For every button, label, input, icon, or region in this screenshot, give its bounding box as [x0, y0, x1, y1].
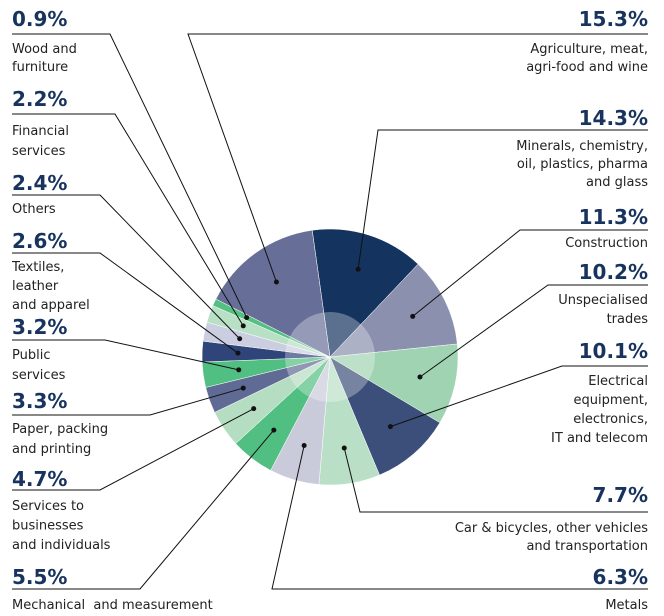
- leader-line: [419, 284, 648, 378]
- value-label: 3.2%: [12, 315, 67, 339]
- category-label: Wood and furniture: [12, 42, 77, 75]
- leader-line: [271, 445, 648, 590]
- leader-dot: [417, 374, 423, 380]
- leader-dot: [240, 385, 246, 391]
- category-label: Others: [12, 202, 56, 217]
- pie-slice: [329, 356, 441, 476]
- inner-ring: [285, 312, 375, 402]
- pie-slice: [329, 263, 458, 358]
- value-label: 2.4%: [12, 171, 67, 195]
- leader-dot: [301, 442, 307, 448]
- value-label: 7.7%: [593, 483, 648, 507]
- value-label: 11.3%: [579, 205, 648, 229]
- value-label: 4.7%: [12, 467, 67, 491]
- leader-line: [343, 447, 648, 513]
- leader-line: [12, 113, 244, 327]
- leader-dot: [387, 424, 393, 430]
- category-label: Minerals, chemistry, oil, plastics, pharm…: [516, 139, 648, 190]
- category-label: Mechanical and measurement: [12, 598, 213, 613]
- category-label: Car & bicycles, other vehicles and transp…: [455, 521, 648, 554]
- leader-dot: [273, 279, 279, 285]
- value-label: 2.6%: [12, 229, 67, 253]
- leader-line: [12, 33, 248, 318]
- leader-dot: [236, 367, 242, 373]
- category-label: Unspecialised trades: [558, 293, 648, 327]
- leader-dot: [237, 336, 243, 342]
- leader-line: [12, 194, 241, 340]
- leader-line: [12, 252, 239, 354]
- value-label: 14.3%: [579, 106, 648, 130]
- value-label: 5.5%: [12, 565, 67, 589]
- leader-line: [357, 129, 648, 270]
- category-label: Services to businesses and individuals: [12, 499, 111, 553]
- value-label: 0.9%: [12, 7, 67, 31]
- category-label: Electrical equipment, electronics, IT and t…: [551, 374, 648, 446]
- pie-slice: [329, 343, 459, 424]
- category-label: Metals: [605, 598, 648, 613]
- leader-line: [12, 387, 244, 416]
- leader-line: [187, 33, 648, 283]
- leader-dot: [410, 313, 416, 319]
- leader-dot: [240, 323, 246, 329]
- category-label: Financial services: [12, 124, 69, 159]
- value-label: 3.3%: [12, 389, 67, 413]
- leader-dot: [235, 350, 241, 356]
- leader-dot: [271, 427, 277, 433]
- value-label: 10.1%: [579, 339, 648, 363]
- value-label: 2.2%: [12, 87, 67, 111]
- category-label: Agriculture, meat, agri-food and wine: [526, 42, 648, 75]
- leader-line: [12, 408, 254, 491]
- value-label: 10.2%: [579, 260, 648, 284]
- pie-slice: [311, 228, 419, 358]
- category-label: Textiles, leather and apparel: [11, 260, 90, 313]
- leader-line: [12, 429, 275, 590]
- pie-slice: [215, 229, 331, 358]
- leader-line: [412, 229, 648, 317]
- category-label: Public services: [12, 348, 66, 383]
- leader-dot: [341, 445, 347, 451]
- leader-dot: [251, 406, 257, 412]
- value-label: 15.3%: [579, 7, 648, 31]
- leader-dot: [244, 315, 250, 321]
- leader-line: [390, 365, 648, 428]
- category-label: Paper, packing and printing: [12, 422, 108, 457]
- leader-line: [12, 339, 239, 371]
- category-label: Construction: [565, 236, 648, 251]
- value-label: 6.3%: [593, 565, 648, 589]
- leader-dot: [355, 266, 361, 272]
